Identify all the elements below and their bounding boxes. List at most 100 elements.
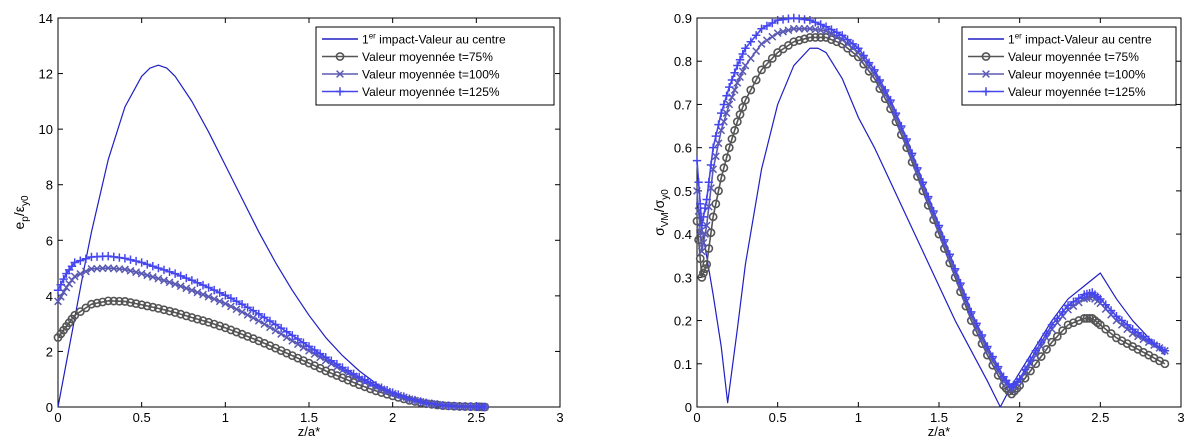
data-point <box>702 221 711 230</box>
data-point <box>70 258 79 267</box>
data-point <box>193 278 202 287</box>
y-tick-label: 0.7 <box>674 97 692 112</box>
data-point <box>881 85 890 95</box>
data-point <box>738 67 747 76</box>
data-point <box>142 301 152 311</box>
data-point <box>1117 316 1127 325</box>
data-point <box>1082 313 1092 323</box>
data-point <box>875 75 885 85</box>
y-tick-label: 12 <box>39 67 53 82</box>
data-point <box>131 299 141 309</box>
data-point <box>165 267 174 276</box>
legend-label: Valeur moyennée t=75% <box>1008 50 1139 64</box>
data-point <box>232 305 241 314</box>
legend-marker <box>336 70 344 78</box>
data-point <box>182 273 191 283</box>
data-point <box>694 178 703 187</box>
data-point <box>310 345 319 355</box>
data-point <box>1069 297 1078 307</box>
data-point <box>126 266 135 275</box>
legend-label: Valeur moyennée t=75% <box>362 50 493 64</box>
data-point <box>1037 342 1046 351</box>
data-point <box>741 61 750 70</box>
data-point <box>708 212 718 222</box>
data-point <box>711 131 721 141</box>
data-point <box>121 265 129 274</box>
data-point <box>752 47 761 56</box>
data-point <box>741 95 750 105</box>
data-point <box>480 402 489 412</box>
data-point <box>719 163 729 173</box>
data-point <box>232 327 241 337</box>
data-point <box>131 256 141 266</box>
x-tick-label: 0.5 <box>133 410 151 425</box>
legend-label: 1er impact-Valeur au centre <box>362 32 506 47</box>
data-point <box>735 110 745 119</box>
data-point <box>875 80 884 89</box>
data-point <box>1015 374 1024 384</box>
data-point <box>215 288 224 297</box>
data-point <box>260 313 269 322</box>
data-point <box>700 203 710 213</box>
y-tick-label: 0 <box>685 400 692 415</box>
data-point <box>1058 326 1068 336</box>
data-point <box>1096 294 1105 304</box>
data-point <box>821 22 831 31</box>
data-point <box>692 156 702 165</box>
y-tick-label: 0 <box>46 400 53 415</box>
data-point <box>762 36 771 45</box>
data-point <box>254 309 263 319</box>
data-point <box>994 367 1003 375</box>
data-point <box>126 298 135 307</box>
legend-marker <box>335 52 345 61</box>
data-point <box>735 55 745 64</box>
data-point <box>719 100 729 109</box>
data-point <box>53 286 63 295</box>
data-point <box>1106 306 1116 315</box>
series-2 <box>693 24 1169 394</box>
data-point <box>59 274 68 284</box>
data-point <box>724 143 734 153</box>
data-point <box>913 163 922 173</box>
data-point <box>696 199 705 209</box>
legend-label: Valeur moyennée t=125% <box>1008 85 1146 99</box>
data-point <box>410 395 420 405</box>
data-point <box>92 298 102 308</box>
data-point <box>215 321 225 331</box>
data-point <box>204 317 213 327</box>
data-point <box>1123 320 1132 330</box>
y-axis-label: σVM/σy0 <box>651 189 671 236</box>
data-point <box>243 311 252 319</box>
data-point <box>187 286 196 295</box>
y-tick-label: 0.5 <box>674 184 692 199</box>
data-point <box>421 398 431 408</box>
data-point <box>1128 325 1137 334</box>
data-point <box>148 262 158 271</box>
data-point <box>382 385 392 395</box>
legend: 1er impact-Valeur au centre Valeur moyenn… <box>315 26 555 106</box>
data-point <box>1144 335 1153 345</box>
data-point <box>1079 313 1089 323</box>
x-tick-label: 1 <box>222 410 229 425</box>
data-point <box>940 235 949 245</box>
data-point <box>265 316 275 326</box>
legend-marker <box>981 52 991 61</box>
y-tick-label: 6 <box>46 233 53 248</box>
data-point <box>299 338 308 347</box>
data-point <box>1063 301 1073 310</box>
data-point <box>154 274 163 283</box>
data-point <box>924 192 933 201</box>
y-tick-label: 0.1 <box>674 357 692 372</box>
data-point <box>821 33 831 42</box>
data-point <box>54 297 62 306</box>
x-tick-label: 2 <box>389 410 396 425</box>
data-point <box>405 394 414 403</box>
data-point <box>701 230 709 239</box>
data-point <box>694 235 704 245</box>
data-point <box>332 359 342 369</box>
legend-marker <box>982 70 990 78</box>
x-axis-label: z/a* <box>298 424 320 439</box>
y-tick-label: 14 <box>39 11 53 26</box>
data-point <box>762 21 772 31</box>
data-point <box>827 25 836 34</box>
